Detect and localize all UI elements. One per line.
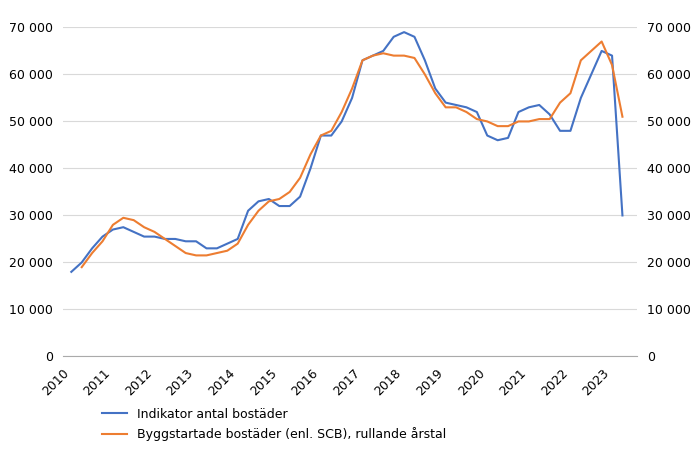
Byggstartade bostäder (enl. SCB), rullande årstal (494, 123, 502, 129)
Indikator antal bostäder (389, 34, 398, 40)
Indikator antal bostäder (369, 53, 377, 58)
Line: Indikator antal bostäder: Indikator antal bostäder (71, 32, 622, 272)
Byggstartade bostäder (enl. SCB), rullande årstal (421, 72, 429, 77)
Line: Byggstartade bostäder (enl. SCB), rullande årstal: Byggstartade bostäder (enl. SCB), rullan… (82, 42, 622, 267)
Byggstartade bostäder (enl. SCB), rullande årstal (618, 114, 626, 119)
Byggstartade bostäder (enl. SCB), rullande årstal (400, 53, 408, 58)
Indikator antal bostäder (410, 34, 419, 40)
Byggstartade bostäder (enl. SCB), rullande årstal (556, 100, 564, 106)
Byggstartade bostäder (enl. SCB), rullande årstal (597, 39, 606, 44)
Indikator antal bostäder (67, 269, 76, 275)
Byggstartade bostäder (enl. SCB), rullande årstal (78, 265, 86, 270)
Legend: Indikator antal bostäder, Byggstartade bostäder (enl. SCB), rullande årstal: Indikator antal bostäder, Byggstartade b… (97, 403, 452, 446)
Indikator antal bostäder (275, 203, 284, 209)
Indikator antal bostäder (618, 213, 626, 218)
Indikator antal bostäder (452, 102, 461, 108)
Indikator antal bostäder (400, 29, 408, 35)
Byggstartade bostäder (enl. SCB), rullande årstal (389, 53, 398, 58)
Byggstartade bostäder (enl. SCB), rullande årstal (223, 248, 232, 254)
Indikator antal bostäder (161, 236, 169, 242)
